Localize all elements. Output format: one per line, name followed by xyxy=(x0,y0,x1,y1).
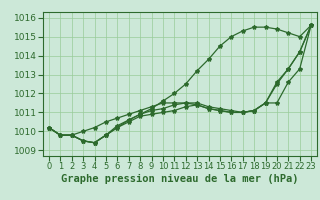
X-axis label: Graphe pression niveau de la mer (hPa): Graphe pression niveau de la mer (hPa) xyxy=(61,174,299,184)
